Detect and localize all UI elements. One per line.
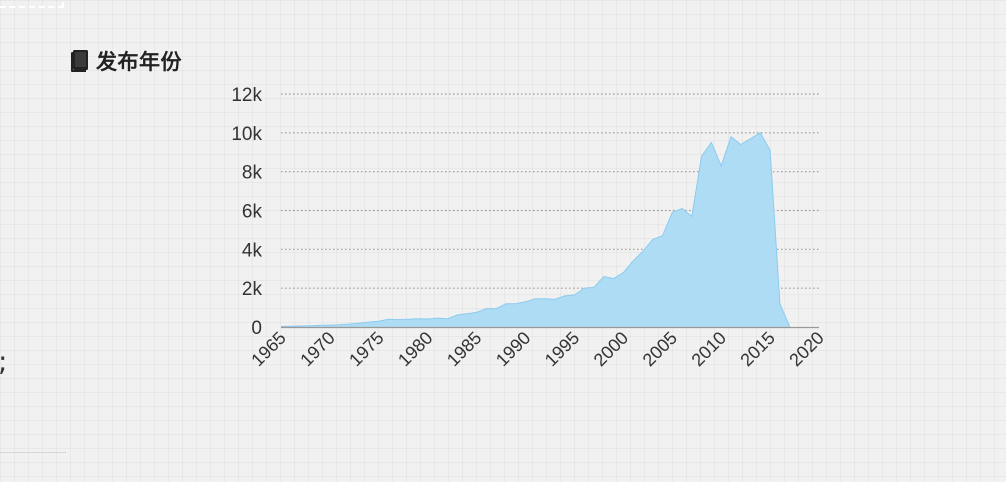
divider [0,452,66,453]
y-tick-label: 4k [242,240,263,261]
y-tick-label: 10k [231,124,262,145]
x-tick-label: 1995 [541,328,583,370]
x-tick-label: 1980 [394,328,436,370]
section-title: 发布年份 [96,50,182,74]
x-tick-label: 1975 [345,328,387,370]
x-tick-label: 2000 [590,328,632,370]
book-icon [71,50,88,72]
y-tick-label: 6k [242,202,263,223]
x-tick-label: 1970 [296,328,338,370]
x-tick-label: 2005 [639,328,681,370]
section-header: 发布年份 [68,46,182,76]
text-fragment: ; [0,348,7,376]
y-tick-label: 8k [242,163,263,184]
series-line [280,132,791,327]
y-tick-label: 0 [251,318,262,339]
y-tick-label: 2k [242,279,263,300]
x-tick-label: 1985 [443,328,485,370]
x-tick-label: 2020 [785,328,827,370]
plot-area [280,132,791,327]
dashed-frame [0,0,64,8]
y-tick-label: 12k [231,85,262,106]
x-tick-label: 2015 [736,328,778,370]
x-tick-label: 1990 [492,328,534,370]
x-tick-label: 2010 [688,328,730,370]
area-fill [281,132,790,327]
